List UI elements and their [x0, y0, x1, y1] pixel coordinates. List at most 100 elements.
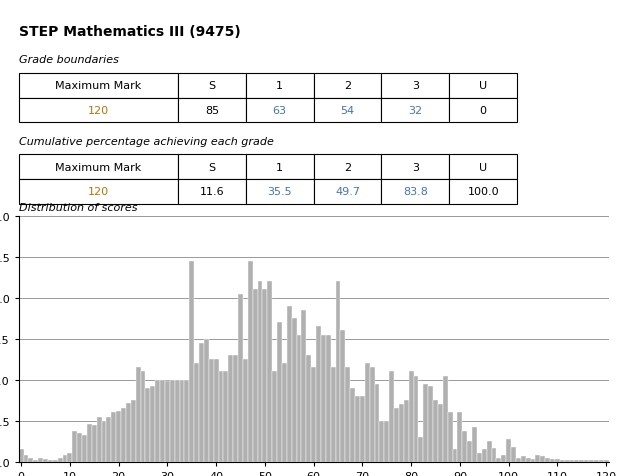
Bar	[482, 449, 487, 462]
Bar	[574, 460, 579, 462]
Text: U: U	[479, 162, 487, 172]
Text: 2: 2	[344, 162, 351, 172]
Bar	[184, 380, 189, 462]
Bar	[34, 460, 38, 462]
Bar	[238, 294, 243, 462]
Bar	[267, 282, 272, 462]
Bar	[555, 459, 560, 462]
Bar	[82, 435, 87, 462]
Text: 0: 0	[479, 106, 487, 116]
Bar	[48, 460, 53, 462]
Bar	[511, 447, 516, 462]
Bar	[263, 290, 267, 462]
Bar	[419, 437, 424, 462]
Bar	[199, 343, 204, 462]
Bar	[381, 74, 450, 99]
Bar	[19, 99, 178, 123]
Bar	[487, 441, 492, 462]
Bar	[135, 367, 140, 462]
Bar	[19, 74, 178, 99]
Text: 32: 32	[409, 106, 422, 116]
Bar	[516, 457, 521, 462]
Text: Maximum Mark: Maximum Mark	[55, 162, 142, 172]
Text: 85: 85	[205, 106, 219, 116]
Text: 63: 63	[273, 106, 287, 116]
Bar	[282, 364, 287, 462]
Bar	[564, 460, 569, 462]
Bar	[369, 367, 374, 462]
Bar	[53, 460, 58, 462]
Bar	[97, 416, 101, 462]
Bar	[530, 459, 535, 462]
Bar	[145, 388, 150, 462]
Bar	[381, 99, 450, 123]
Bar	[594, 460, 599, 462]
Text: Maximum Mark: Maximum Mark	[55, 81, 142, 91]
Bar	[219, 372, 224, 462]
Bar	[248, 261, 253, 462]
Text: 120: 120	[88, 106, 109, 116]
Bar	[433, 400, 438, 462]
Bar	[450, 155, 517, 179]
Text: 3: 3	[412, 81, 419, 91]
Bar	[72, 431, 77, 462]
Bar	[301, 310, 306, 462]
Bar	[29, 457, 34, 462]
Bar	[204, 339, 209, 462]
Bar	[450, 99, 517, 123]
Bar	[335, 282, 340, 462]
Text: Distribution of scores: Distribution of scores	[19, 203, 137, 213]
Bar	[314, 179, 381, 204]
Bar	[126, 403, 131, 462]
Bar	[170, 380, 175, 462]
Bar	[604, 460, 609, 462]
Bar	[106, 416, 111, 462]
Bar	[178, 99, 246, 123]
Bar	[404, 400, 409, 462]
Bar	[131, 400, 135, 462]
Bar	[243, 359, 248, 462]
Bar	[24, 455, 29, 462]
Bar	[314, 99, 381, 123]
Bar	[394, 408, 399, 462]
Text: 35.5: 35.5	[268, 187, 292, 197]
Bar	[448, 413, 453, 462]
Text: Grade boundaries: Grade boundaries	[19, 55, 119, 65]
Bar	[314, 155, 381, 179]
Bar	[189, 261, 194, 462]
Bar	[272, 372, 277, 462]
Bar	[450, 74, 517, 99]
Bar	[277, 323, 282, 462]
Bar	[506, 439, 511, 462]
Bar	[38, 457, 43, 462]
Bar	[381, 179, 450, 204]
Bar	[384, 421, 389, 462]
Text: S: S	[208, 162, 215, 172]
Bar	[165, 381, 170, 462]
Bar	[155, 380, 160, 462]
Bar	[443, 376, 448, 462]
Bar	[389, 372, 394, 462]
Bar	[428, 387, 433, 462]
Bar	[381, 155, 450, 179]
Bar	[229, 355, 233, 462]
Text: 1: 1	[276, 81, 283, 91]
Bar	[501, 455, 506, 462]
Bar	[340, 331, 345, 462]
Bar	[414, 376, 419, 462]
Bar	[224, 372, 229, 462]
Bar	[258, 282, 263, 462]
Bar	[540, 456, 545, 462]
Bar	[374, 384, 379, 462]
Bar	[550, 459, 555, 462]
Bar	[121, 408, 126, 462]
Bar	[438, 405, 443, 462]
Bar	[453, 449, 458, 462]
Bar	[194, 364, 199, 462]
Bar	[233, 355, 238, 462]
Bar	[424, 384, 428, 462]
Bar	[178, 155, 246, 179]
Bar	[365, 364, 369, 462]
Bar	[209, 359, 214, 462]
Bar	[292, 318, 297, 462]
